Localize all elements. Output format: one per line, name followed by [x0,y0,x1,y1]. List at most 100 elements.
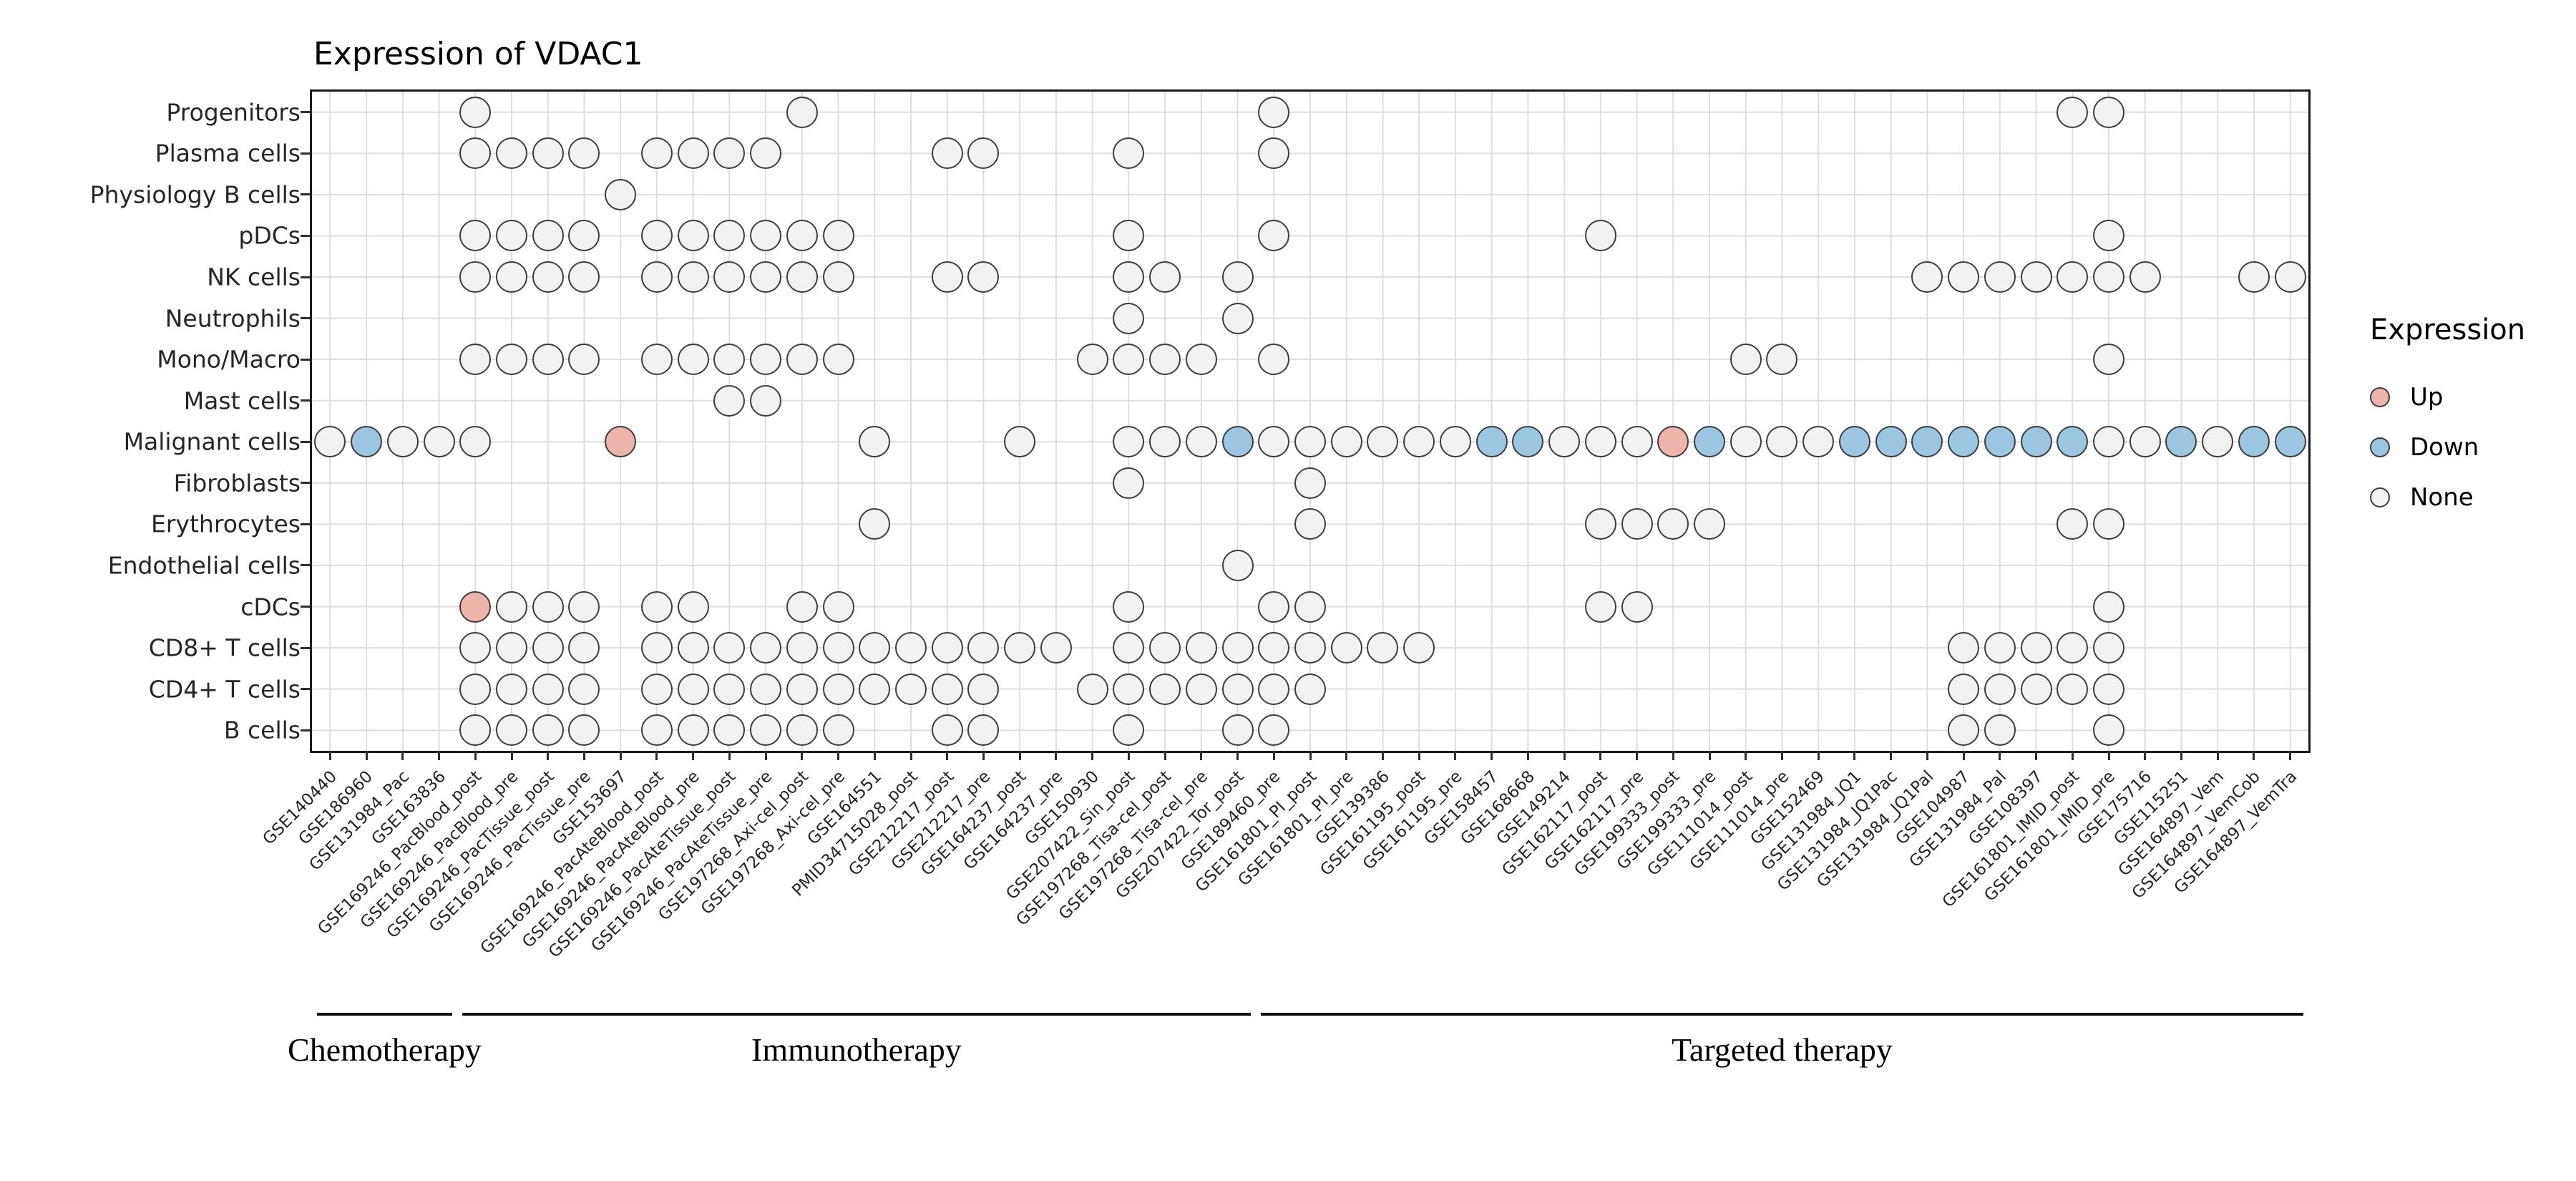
expression-dot-none [1621,590,1653,623]
expression-dot-none [532,261,564,293]
expression-dot-none [1258,714,1290,747]
x-axis-tick [1672,751,1674,760]
expression-dot-none [640,673,673,705]
x-axis-tick [655,751,658,760]
expression-dot-none [1294,508,1326,540]
expression-dot-none [1984,261,2016,293]
expression-dot-none [822,590,854,623]
expression-dot-none [786,714,818,747]
x-axis-tick [1236,751,1239,760]
expression-legend: Expression Up Down None [2370,314,2525,523]
expression-dot-none [1802,426,1835,458]
y-axis-tick [301,729,311,732]
y-axis-tick [301,111,311,114]
expression-dot-none [2020,673,2052,705]
expression-dot-none [1258,344,1290,376]
expression-dot-none [2129,261,2161,293]
expression-dot-none [713,344,746,376]
expression-dot-none [1004,426,1036,458]
expression-dot-none [640,261,673,293]
x-axis-tick [1780,751,1783,760]
expression-dot-none [640,344,673,376]
expression-dot-none [967,714,1000,747]
y-axis-tick [301,276,311,278]
x-axis-tick [401,751,404,760]
y-axis-label: CD8+ T cells [148,633,301,662]
expression-dot-none [967,632,1000,664]
expression-dot-none [1221,632,1254,664]
x-axis-tick [2289,751,2292,760]
expression-dot-none [640,137,673,170]
expression-dot-none [568,714,600,747]
expression-dot-none [2202,426,2234,458]
expression-dot-down [1838,426,1870,458]
y-axis-label: Fibroblasts [173,469,301,497]
expression-dot-down [1512,426,1544,458]
expression-dot-none [459,673,492,705]
expression-dot-none [1766,344,1798,376]
expression-dot-none [640,590,673,623]
x-axis-tick [1817,751,1820,760]
x-axis-tick [1636,751,1639,760]
expression-dot-none [2093,673,2124,705]
expression-dot-none [750,261,782,293]
y-axis-label: CD4+ T cells [148,675,301,704]
expression-dot-down [1221,426,1254,458]
expression-dot-none [459,426,492,458]
expression-dot-none [1294,426,1326,458]
expression-dot-none [1694,508,1725,540]
expression-dot-none [496,590,527,623]
expression-dot-none [459,137,492,170]
y-axis-label: pDCs [238,221,301,250]
expression-dot-none [1185,673,1217,705]
expression-dot-none [496,344,527,376]
expression-dot-none [750,220,782,252]
x-axis-tick [1745,751,1747,760]
expression-dot-none [1149,344,1181,376]
therapy-group-line [317,1013,452,1016]
expression-dot-none [750,673,782,705]
expression-dot-none [2093,714,2124,747]
therapy-group-label: Targeted therapy [1672,1031,1893,1068]
expression-dot-none [750,632,782,664]
expression-dot-none [931,673,963,705]
expression-dot-none [1149,426,1181,458]
expression-dot-none [1221,302,1254,334]
expression-dot-none [1367,426,1399,458]
y-axis-tick [301,523,311,525]
y-axis-label: Plasma cells [155,139,301,167]
expression-dot-none [1403,426,1435,458]
x-axis-tick [1418,751,1420,760]
expression-dot-none [1548,426,1581,458]
expression-dot-none [2129,426,2161,458]
y-axis-label: Physiology B cells [89,180,301,209]
y-axis-label: Endothelial cells [107,551,301,580]
y-axis-tick [301,646,311,649]
x-axis-tick [1563,751,1566,760]
expression-dot-none [786,673,818,705]
expression-dot-none [713,137,746,170]
chart-title: Expression of VDAC1 [313,36,643,72]
expression-dot-none [2093,220,2124,252]
expression-dot-none [568,344,600,376]
expression-dot-none [786,344,818,376]
expression-dot-none [1221,261,1254,293]
x-axis-tick [1853,751,1856,760]
y-axis-label: cDCs [240,593,301,621]
x-axis-tick [1055,751,1058,760]
expression-dot-none [677,714,709,747]
expression-dot-none [931,714,963,747]
expression-dot-none [1984,714,2016,747]
y-axis-label: Mono/Macro [157,345,301,374]
expression-dot-none [931,137,963,170]
expression-dot-none [1258,673,1290,705]
expression-dot-none [1294,590,1326,623]
expression-dot-none [1113,220,1145,252]
expression-dot-none [1948,714,1980,747]
x-axis-tick [2180,751,2182,760]
x-axis-tick [1127,751,1130,760]
y-axis-tick [301,317,311,320]
x-axis-tick [582,751,585,760]
expression-dot-none [1113,590,1145,623]
